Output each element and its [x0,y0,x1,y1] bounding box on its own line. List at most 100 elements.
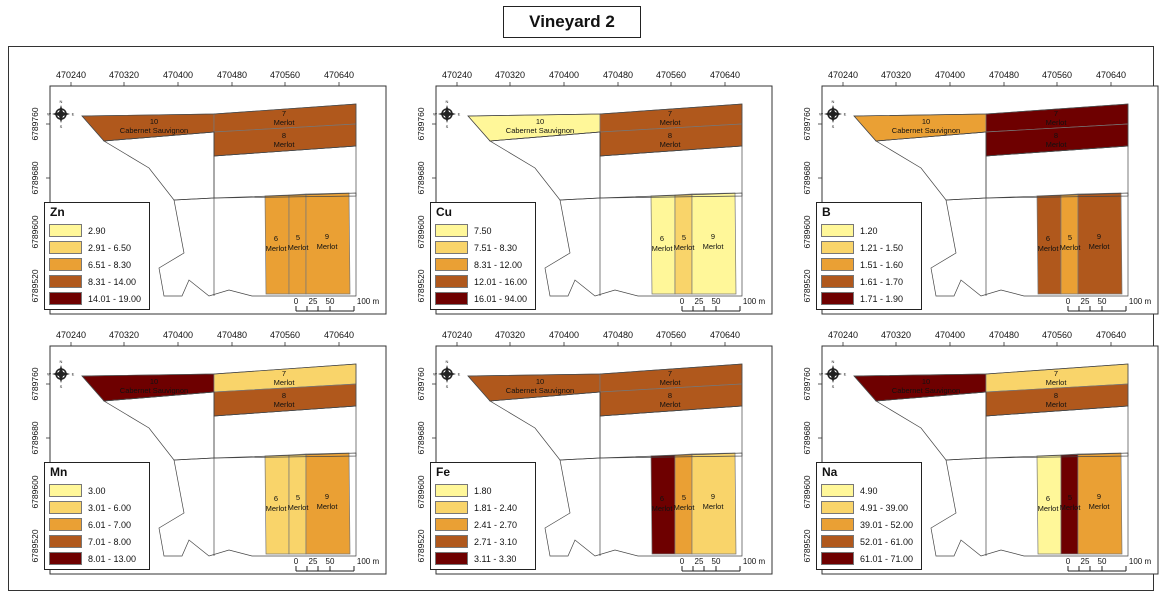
legend-class-label: 12.01 - 16.00 [474,276,528,287]
legend-row: 7.01 - 8.00 [49,533,145,550]
x-tick-label: 470320 [881,330,911,340]
x-tick-label: 470480 [603,330,633,340]
block-label-variety: Merlot [674,503,696,512]
scale-label: 0 [1066,297,1071,306]
block-label-variety: Merlot [1089,242,1111,251]
legend-class-label: 4.91 - 39.00 [860,502,909,513]
north-arrow-icon: N S E W [819,99,847,129]
block-label-number: 7 [668,369,672,378]
block-label-number: 10 [536,377,544,386]
x-tick-label: 470480 [217,70,247,80]
y-tick-label: 6789680 [416,161,426,194]
scale-label: 25 [695,297,704,306]
block-label-variety: Cabernet Sauvignon [892,126,960,135]
legend-swatch [821,535,854,548]
legend-row: 4.91 - 39.00 [821,499,917,516]
legend-class-label: 1.21 - 1.50 [860,242,904,253]
block-label-variety: Merlot [288,503,310,512]
legend-row: 2.90 [49,222,145,239]
block-label-variety: Merlot [288,243,310,252]
block-9 [691,192,737,295]
block-label-number: 5 [296,493,300,502]
legend-swatch [49,518,82,531]
block-label-number: 9 [1097,492,1101,501]
parcel-outline [544,192,743,297]
legend-row: 7.50 [435,222,531,239]
legend-row: 1.80 [435,482,531,499]
block-label-variety: Merlot [1060,243,1082,252]
legend-class-label: 2.71 - 3.10 [474,536,518,547]
block-label-variety: Merlot [274,400,296,409]
legend-swatch [435,552,468,565]
legend-title: Na [822,465,838,479]
legend-row: 14.01 - 19.00 [49,290,145,307]
block-label-number: 10 [150,117,158,126]
legend-swatch [49,552,82,565]
north-arrow-icon: N S E W [433,359,461,389]
block-label-variety: Merlot [660,400,682,409]
legend-class-label: 7.01 - 8.00 [88,536,132,547]
block-label-variety: Merlot [317,502,339,511]
x-tick-label: 470400 [935,70,965,80]
x-tick-label: 470640 [324,330,354,340]
scale-label: 0 [1066,557,1071,566]
svg-text:N: N [832,359,835,364]
svg-text:W: W [47,112,51,117]
scale-label: 25 [1081,557,1090,566]
legend-swatch [821,501,854,514]
legend-class-label: 3.00 [88,485,106,496]
svg-text:N: N [446,359,449,364]
legend-class-label: 7.50 [474,225,492,236]
y-tick-label: 6789680 [802,421,812,454]
block-label-variety: Merlot [1060,503,1082,512]
scale-label: 50 [712,557,721,566]
block-label-variety: Merlot [1046,378,1068,387]
scale-label: 25 [1081,297,1090,306]
block-9 [1077,452,1123,555]
block-label-number: 9 [1097,232,1101,241]
legend-swatch [435,275,468,288]
y-tick-label: 6789520 [30,529,40,562]
scale-bar: 0 25 50 100 m [680,557,766,572]
scale-label: 100 m [743,557,766,566]
legend-row: 2.91 - 6.50 [49,239,145,256]
x-tick-label: 470560 [656,70,686,80]
svg-text:S: S [446,124,449,129]
block-label-number: 6 [660,494,664,503]
svg-text:E: E [72,372,75,377]
x-tick-label: 470320 [109,330,139,340]
legend-class-label: 52.01 - 61.00 [860,536,914,547]
north-arrow-icon: N S E W [433,99,461,129]
legend-row: 1.20 [821,222,917,239]
scale-bar: 0 25 50 100 m [1066,297,1151,312]
block-label-number: 10 [922,117,930,126]
y-tick-label: 6789680 [30,161,40,194]
legend-swatch [435,535,468,548]
legend-class-label: 2.91 - 6.50 [88,242,132,253]
legend-swatch [435,224,468,237]
scale-label: 100 m [743,297,766,306]
block-label-number: 6 [274,234,278,243]
legend-row: 39.01 - 52.00 [821,516,917,533]
block-label-variety: Merlot [652,504,674,513]
block-label-number: 9 [711,232,715,241]
legend-class-label: 2.41 - 2.70 [474,519,518,530]
legend-swatch [49,501,82,514]
legend-class-label: 3.11 - 3.30 [474,553,517,564]
svg-text:N: N [446,99,449,104]
block-label-variety: Merlot [274,140,296,149]
block-label-number: 10 [536,117,544,126]
svg-text:W: W [47,372,51,377]
svg-text:S: S [60,124,63,129]
block-label-variety: Cabernet Sauvignon [120,386,188,395]
figure-title: Vineyard 2 [503,6,641,38]
y-tick-label: 6789600 [30,215,40,248]
block-label-variety: Merlot [1038,244,1060,253]
scale-label: 100 m [357,297,380,306]
block-label-number: 10 [922,377,930,386]
block-9 [1077,192,1123,295]
legend-class-label: 6.01 - 7.00 [88,519,132,530]
scale-label: 50 [1098,557,1107,566]
svg-text:E: E [844,372,847,377]
legend-swatch [49,224,82,237]
